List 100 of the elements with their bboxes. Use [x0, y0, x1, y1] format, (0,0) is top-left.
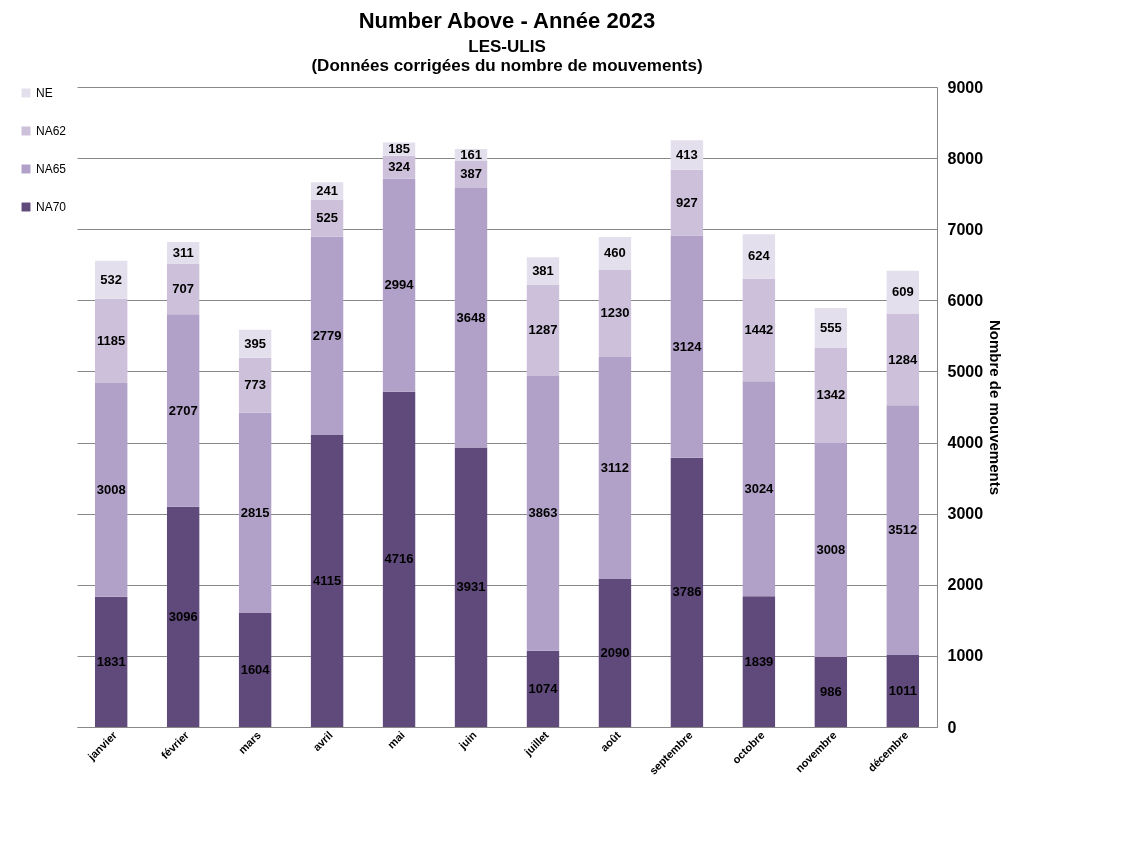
bar: [526, 284, 560, 376]
data-label: 161: [460, 146, 482, 162]
data-label: 1011: [888, 683, 917, 699]
data-label: 381: [532, 262, 554, 278]
y-tick-label: 4000: [947, 434, 984, 452]
bar: [238, 612, 272, 727]
y-axis-title: Nombre de mouvements: [987, 319, 1005, 496]
data-label: 1839: [744, 653, 774, 669]
data-label: 4115: [312, 572, 342, 588]
bar: [886, 405, 920, 656]
data-label: 2090: [600, 644, 630, 660]
data-label: 986: [820, 683, 842, 699]
data-label: 1831: [96, 653, 126, 669]
bar: [94, 298, 128, 383]
bar: [310, 236, 344, 435]
data-label: 773: [244, 377, 266, 393]
data-label: 707: [172, 281, 194, 297]
data-label: 3786: [672, 584, 702, 600]
data-label: 2815: [240, 504, 270, 520]
text: (Données corrigées du nombre de mouvements): [311, 56, 703, 75]
data-label: 1604: [240, 661, 271, 677]
y-tick-label: 9000: [947, 78, 984, 96]
bar: [742, 278, 776, 382]
bar: [814, 656, 848, 727]
data-label: 555: [820, 319, 842, 335]
data-label: 413: [676, 147, 698, 163]
bar: [166, 314, 200, 507]
bar: [670, 457, 704, 727]
data-label: 1442: [744, 321, 774, 337]
data-label: 3863: [528, 505, 558, 521]
legend-label: NE: [36, 86, 53, 100]
chart-title: Number Above - Année 2023: [358, 8, 656, 33]
data-label: 3096: [168, 608, 198, 624]
y-tick-label: 3000: [947, 505, 984, 523]
data-label: 395: [244, 335, 266, 351]
data-label: 2994: [384, 277, 415, 293]
data-label: 1185: [97, 332, 126, 348]
bar: [94, 382, 128, 597]
y-tick-label: 0: [947, 718, 957, 736]
bar: [814, 347, 848, 443]
data-label: 3024: [744, 480, 775, 496]
bar: [598, 578, 632, 727]
bar: [742, 596, 776, 727]
bar: [742, 381, 776, 597]
data-label: 460: [604, 245, 626, 261]
bar: [742, 234, 776, 279]
data-label: 2779: [312, 327, 342, 343]
bar: [310, 434, 344, 727]
bar: [166, 264, 200, 315]
bar: [526, 650, 560, 727]
bar: [670, 169, 704, 236]
data-label: 185: [388, 141, 410, 157]
y-tick-label: 5000: [947, 362, 984, 380]
data-label: 3008: [816, 541, 846, 557]
bar: [454, 188, 488, 448]
data-label: 324: [388, 159, 411, 175]
legend-label: NA62: [36, 124, 67, 138]
data-label: 1284: [888, 351, 919, 367]
bar: [886, 314, 920, 406]
data-label: 2707: [168, 402, 198, 418]
data-label: 3648: [456, 309, 486, 325]
y-tick-label: 8000: [947, 149, 984, 167]
data-label: 1287: [528, 322, 558, 338]
data-label: 609: [891, 284, 914, 300]
legend-label: NA70: [36, 200, 67, 214]
bar: [382, 178, 416, 392]
bar: [238, 412, 272, 613]
data-label: 3112: [600, 459, 630, 475]
x-tick-label: mai: [384, 728, 407, 751]
data-label: 3931: [456, 579, 486, 595]
data-label: 311: [172, 245, 194, 261]
bar: [238, 357, 272, 413]
y-tick-label: 1000: [947, 647, 984, 665]
chart-subtitle: LES-ULIS: [468, 37, 546, 56]
bar: [598, 357, 632, 579]
data-label: 1074: [528, 680, 559, 696]
data-label: 532: [100, 271, 123, 287]
bar: [166, 506, 200, 727]
y-tick-label: 2000: [947, 576, 984, 594]
data-label: 3008: [96, 481, 126, 497]
bar: [454, 447, 488, 727]
data-label: 927: [676, 194, 698, 210]
data-label: 3512: [888, 522, 918, 538]
bar: [382, 391, 416, 727]
data-label: 1230: [600, 305, 630, 321]
bar: [526, 375, 560, 651]
data-label: 525: [316, 210, 338, 226]
bar: [94, 596, 128, 727]
bar: [670, 235, 704, 458]
data-label: 387: [460, 166, 482, 182]
data-label: 624: [748, 248, 771, 264]
bar: [886, 655, 920, 727]
data-label: 3124: [672, 338, 703, 354]
y-tick-label: 7000: [947, 220, 984, 238]
data-label: 4716: [384, 551, 414, 567]
data-label: 1342: [816, 387, 846, 403]
legend-label: NA65: [36, 162, 67, 176]
bar: [814, 442, 848, 657]
bar: [598, 269, 632, 358]
data-label: 241: [316, 182, 338, 198]
